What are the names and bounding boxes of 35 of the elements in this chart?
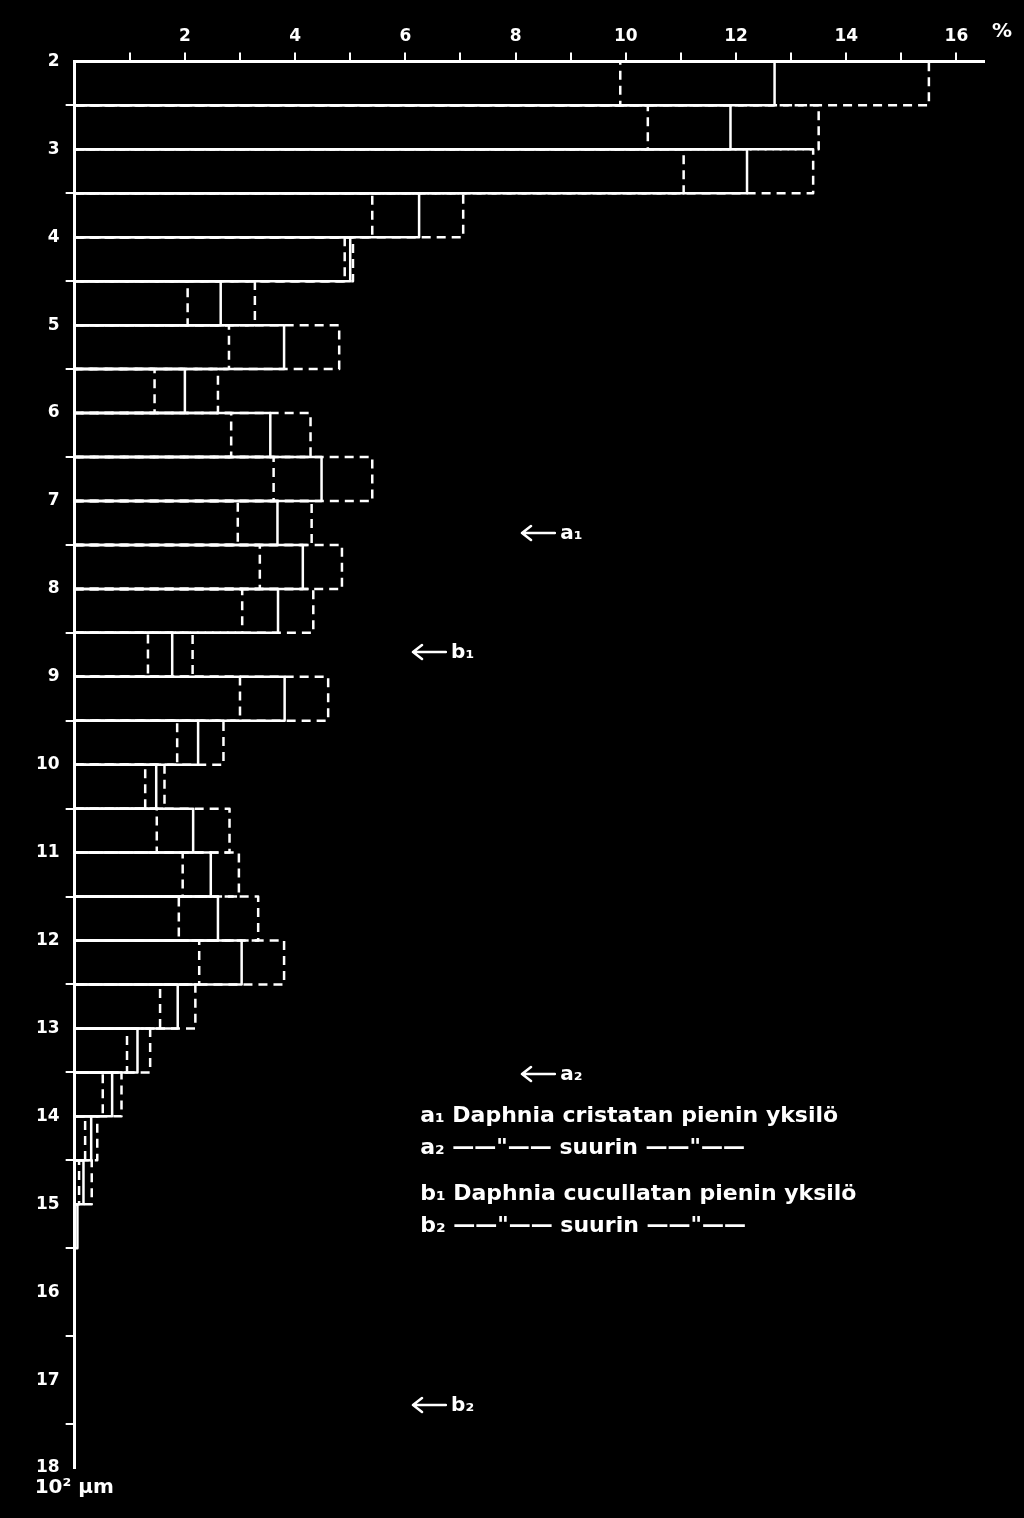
x-tick-label: 2 (178, 24, 191, 45)
y-tick-label: 13 (35, 1016, 60, 1037)
x-tick-label: 8 (509, 24, 522, 45)
y-tick-label: 15 (35, 1192, 60, 1213)
x-tick-label: 14 (834, 24, 859, 45)
annotation: b₁ (451, 639, 475, 664)
y-tick-label: 5 (47, 313, 60, 334)
x-axis-title: % (992, 17, 1013, 42)
annotation: b₂ ——"—— suurin ——"—— (420, 1212, 746, 1238)
y-tick-label: 6 (47, 401, 60, 422)
y-tick-label: 17 (35, 1368, 60, 1389)
annotation: a₂ ——"—— suurin ——"—— (420, 1134, 746, 1160)
y-tick-label: 9 (47, 665, 60, 686)
x-tick-label: 6 (399, 24, 412, 45)
y-tick-label: 7 (47, 489, 60, 510)
y-tick-label: 11 (35, 841, 60, 862)
y-tick-label: 12 (35, 928, 60, 949)
annotation: b₂ (451, 1391, 475, 1416)
annotation: a₁ Daphnia cristatan pienin yksilö (420, 1102, 839, 1128)
y-axis-title: 10² µm (34, 1474, 114, 1499)
annotation: a₁ (560, 519, 583, 544)
y-tick-label: 3 (47, 137, 60, 158)
y-tick-label: 14 (35, 1104, 60, 1125)
x-tick-label: 4 (289, 24, 302, 45)
annotation: b₁ Daphnia cucullatan pienin yksilö (420, 1180, 857, 1206)
x-tick-label: 16 (944, 24, 969, 45)
y-tick-label: 10 (35, 753, 60, 774)
y-tick-label: 2 (47, 49, 60, 70)
y-tick-label: 8 (47, 577, 60, 598)
y-tick-label: 18 (35, 1456, 60, 1477)
y-tick-label: 4 (47, 225, 60, 246)
annotation: a₂ (560, 1061, 583, 1086)
x-tick-label: 12 (724, 24, 748, 45)
y-tick-label: 16 (35, 1280, 60, 1301)
x-tick-label: 10 (613, 24, 638, 45)
